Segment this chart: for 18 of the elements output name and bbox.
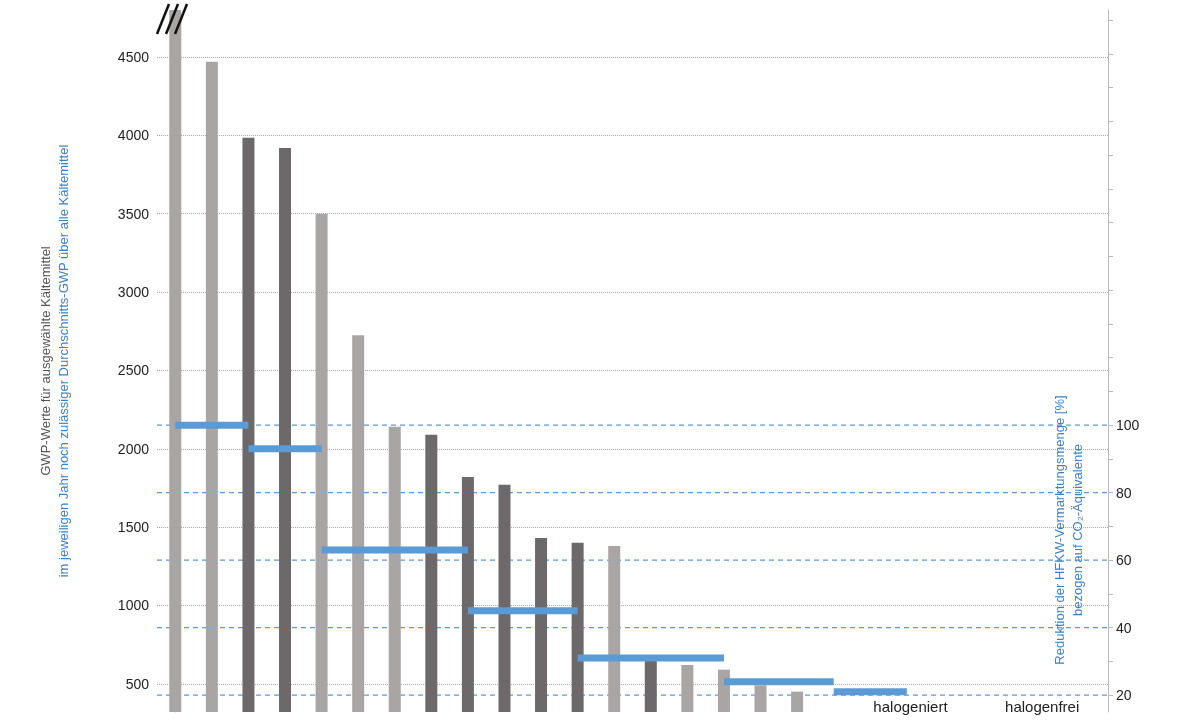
y-tick-label: 2000 [117, 440, 150, 457]
y-tick-label: 3500 [117, 205, 150, 222]
y-tick-label: 1000 [117, 597, 150, 614]
y-axis-title: GWP-Werte für ausgewählte Kältemittel im jeweiligen Jahr noch zulässiger Durchschnitts-GWP über alle Kältemittel [37, 144, 71, 578]
y-tick-label: 4500 [117, 49, 150, 66]
y2-tick-label: 20 [1116, 687, 1132, 704]
y-tick-label: 4000 [117, 127, 150, 144]
annotation: halogeniert [873, 698, 948, 715]
y2-tick-label: 80 [1116, 484, 1132, 501]
y2-tick-label: 60 [1116, 552, 1132, 569]
annotation: halogenfrei [1005, 698, 1080, 715]
y2-tick-label: 40 [1116, 619, 1132, 636]
y-tick-label: 1500 [117, 519, 150, 536]
y-tick-label: 2500 [117, 362, 150, 379]
y-tick-label: 500 [125, 675, 150, 692]
y2-axis-title: Reduktion der HFKW-Vermarktungsmenge [%] bezogen auf CO₂-Äquivalente [1051, 395, 1085, 665]
y2-tick-label: 100 [1116, 417, 1140, 434]
y-tick-label: 3000 [117, 284, 150, 301]
